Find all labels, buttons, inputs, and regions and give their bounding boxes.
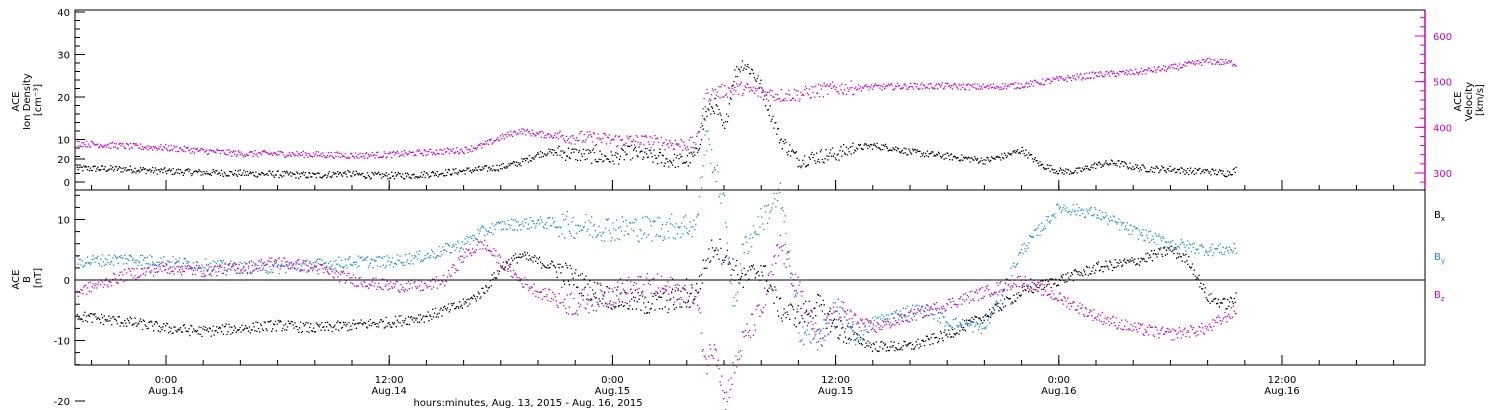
time-tick-label: 12:00	[821, 375, 850, 386]
time-tick-label: 0:00	[601, 375, 623, 386]
velocity-axis: 300 400 500 600	[1415, 10, 1452, 190]
field-axis-title: ACE B [nT]	[11, 266, 44, 289]
date-tick-label: Aug.14	[371, 386, 406, 397]
time-tick-label: 12:00	[1268, 375, 1297, 386]
density-tick-label: 0	[64, 178, 70, 189]
velocity-title-line-1: ACE	[1453, 92, 1464, 112]
density-axis-title: ACE Ion Density [cm⁻³]	[11, 70, 44, 130]
time-tick-label: 0:00	[1048, 375, 1070, 386]
bx-trace	[76, 238, 1237, 353]
magnetic-field-data	[76, 130, 1237, 410]
velocity-axis-title: ACE Velocity [km/s]	[1453, 79, 1486, 121]
density-tick-label: 40	[57, 8, 70, 19]
date-tick-label: Aug.15	[595, 386, 630, 397]
by-trace	[76, 130, 1237, 351]
x-axis-title: hours:minutes, Aug. 13, 2015 - Aug. 16, …	[413, 398, 642, 409]
date-tick-label: Aug.15	[818, 386, 853, 397]
date-tick-label: Aug.16	[1041, 386, 1076, 397]
time-tick-label: 12:00	[375, 375, 404, 386]
density-tick-label: 20	[57, 93, 70, 104]
field-title-line-3: [nT]	[33, 268, 44, 288]
field-tick-label: -10	[54, 337, 70, 348]
legend-bz: Bz	[1434, 290, 1445, 303]
velocity-title-line-2: Velocity	[1464, 82, 1475, 121]
time-tick-label: 0:00	[155, 375, 177, 386]
field-title-line-2: B	[22, 276, 33, 283]
velocity-tick-label: 300	[1433, 169, 1452, 180]
density-title-line-3: [cm⁻³]	[33, 84, 44, 116]
date-tick-label: Aug.14	[148, 386, 183, 397]
density-velocity-data	[76, 57, 1237, 180]
field-tick-label: 10	[57, 216, 70, 227]
density-axis: 0 10 20 30 40	[57, 8, 85, 189]
velocity-title-line-3: [km/s]	[1475, 84, 1486, 116]
bottom-panel-frame	[74, 189, 1426, 366]
bz-trace	[76, 234, 1237, 410]
velocity-tick-label: 600	[1433, 32, 1452, 43]
legend-by: By	[1434, 252, 1445, 265]
velocity-trace	[76, 57, 1237, 160]
field-tick-label: 0	[64, 276, 70, 287]
field-title-line-1: ACE	[11, 270, 22, 290]
density-tick-label: 30	[57, 51, 70, 62]
density-velocity-panel: 0 10 20 30 40 300 400 500 600 ACE Ion Density […	[11, 8, 1486, 191]
time-axis: 0:00Aug.1412:00Aug.140:00Aug.1512:00Aug.…	[91, 180, 1395, 397]
field-axis: -20 -10 0 10 20	[54, 155, 1425, 408]
date-tick-label: Aug.16	[1264, 386, 1299, 397]
density-title-line-2: Ion Density	[22, 73, 33, 130]
legend-bx: Bx	[1434, 210, 1445, 223]
velocity-tick-label: 500	[1433, 78, 1452, 89]
velocity-tick-label: 400	[1433, 123, 1452, 134]
field-tick-label: 20	[57, 155, 70, 166]
density-tick-label: 10	[57, 136, 70, 147]
density-title-line-1: ACE	[11, 92, 22, 112]
field-legend: Bx By Bz	[1434, 210, 1445, 303]
density-trace	[76, 60, 1237, 180]
field-tick-label: -20	[54, 397, 70, 408]
